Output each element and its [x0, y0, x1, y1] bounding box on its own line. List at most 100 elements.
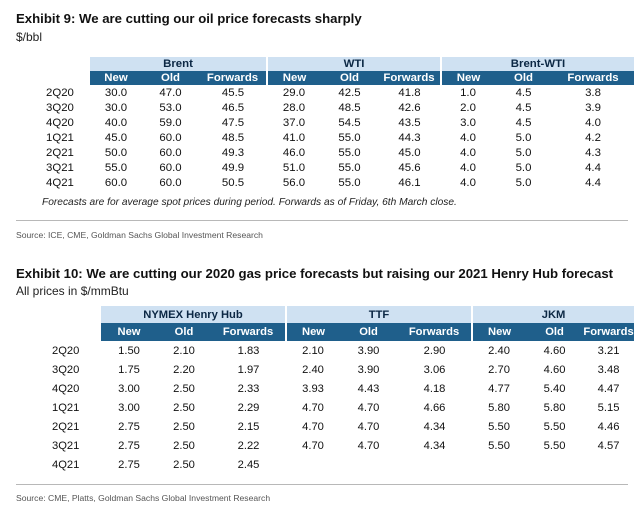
- gas-price-forecast-table: NYMEX Henry Hub TTF JKM New Old Forwards…: [46, 306, 635, 474]
- table-cell: 4.4: [585, 176, 601, 189]
- table-cell: 4.34: [423, 420, 446, 433]
- table-row: 1Q21 45.0 60.0 48.5 41.0 55.0 44.3 4.0 5.0 4.2: [40, 130, 634, 145]
- col-header-new: New: [471, 323, 527, 341]
- table-cell: 5.80: [543, 401, 566, 414]
- exhibit9-units: $/bbl: [16, 30, 43, 44]
- table-row: 2Q21 50.0 60.0 49.3 46.0 55.0 45.0 4.0 5.0 4.3: [40, 145, 634, 160]
- table-cell: 46.5: [221, 101, 245, 114]
- col-header-new: New: [90, 71, 142, 85]
- col-header-new: New: [285, 323, 341, 341]
- row-period-label: 3Q21: [52, 439, 80, 452]
- table-cell: 30.0: [104, 101, 128, 114]
- col-header-old: Old: [142, 71, 199, 85]
- table-cell: 30.0: [104, 87, 128, 99]
- table-cell: 60.0: [159, 176, 182, 189]
- table-cell: 4.70: [302, 439, 324, 452]
- table-row: 4Q21 2.75 2.50 2.45: [46, 455, 634, 474]
- table-row: 4Q20 40.0 59.0 47.5 37.0 54.5 43.5 3.0 4.5 4.0: [40, 115, 634, 130]
- table-cell: 2.50: [173, 439, 195, 452]
- table-cell: 60.0: [159, 146, 182, 159]
- divider: [16, 484, 628, 485]
- table-cell: 3.00: [118, 382, 140, 395]
- table-cell: 50.0: [104, 146, 128, 159]
- group-header-wti: WTI: [266, 57, 441, 71]
- table-cell: 2.75: [118, 458, 140, 471]
- table-cell: 2.22: [237, 439, 260, 452]
- table-cell: 2.50: [173, 382, 195, 395]
- col-header-old: Old: [157, 323, 211, 341]
- table-cell: 55.0: [338, 176, 361, 189]
- group-header-brent-wti: Brent-WTI: [439, 57, 635, 71]
- table-cell: 45.6: [398, 161, 421, 174]
- table-cell: 49.9: [221, 161, 245, 174]
- table-cell: 55.0: [104, 161, 128, 174]
- table-cell: 5.0: [515, 176, 532, 189]
- table-cell: 3.48: [597, 363, 620, 376]
- table-cell: 1.83: [237, 344, 260, 357]
- table-cell: 4.0: [460, 146, 476, 159]
- col-header-forwards: Forwards: [583, 323, 635, 341]
- table-cell: 4.46: [597, 420, 620, 433]
- table-cell: 2.0: [460, 101, 476, 114]
- table-row: 3Q21 55.0 60.0 49.9 51.0 55.0 45.6 4.0 5.0 4.4: [40, 160, 634, 175]
- table-cell: 4.43: [357, 382, 380, 395]
- table-cell: 4.3: [585, 146, 601, 159]
- table-row: 4Q21 60.0 60.0 50.5 56.0 55.0 46.1 4.0 5.0 4.4: [40, 175, 634, 190]
- table-cell: 1.50: [118, 344, 140, 357]
- row-period-label: 3Q21: [46, 161, 74, 174]
- table-cell: 4.0: [460, 161, 476, 174]
- table-cell: 28.0: [282, 101, 306, 114]
- table-cell: 49.3: [221, 146, 245, 159]
- table-cell: 4.77: [488, 382, 510, 395]
- row-period-label: 4Q20: [46, 116, 74, 129]
- table-cell: 4.0: [585, 116, 601, 129]
- row-period-label: 2Q21: [46, 146, 74, 159]
- table-cell: 47.5: [221, 116, 245, 129]
- table-cell: 53.0: [159, 101, 182, 114]
- table-cell: 42.6: [398, 101, 421, 114]
- table-cell: 46.1: [398, 176, 421, 189]
- col-header-old: Old: [526, 323, 584, 341]
- table-cell: [286, 455, 340, 474]
- oil-price-forecast-table: Brent WTI Brent-WTI New Old Forwards New…: [40, 57, 635, 190]
- table-cell: 60.0: [104, 176, 128, 189]
- table-cell: 2.45: [237, 458, 260, 471]
- table-cell: 5.50: [543, 439, 566, 452]
- table-cell: 5.40: [543, 382, 566, 395]
- table-cell: 4.57: [597, 439, 620, 452]
- header-blank: [46, 306, 101, 323]
- group-header-nymex-henry-hub: NYMEX Henry Hub: [101, 306, 287, 323]
- table-cell: 4.0: [460, 131, 476, 144]
- table-cell: 48.5: [338, 101, 361, 114]
- table-cell: 4.34: [423, 439, 446, 452]
- table-row: 3Q21 2.75 2.50 2.22 4.70 4.70 4.34 5.50 5.50 4.57: [46, 436, 634, 455]
- table-cell: 2.50: [173, 458, 195, 471]
- group-header-brent: Brent: [90, 57, 267, 71]
- row-period-label: 2Q20: [46, 87, 74, 99]
- table-cell: 5.50: [488, 420, 510, 433]
- group-header-ttf: TTF: [285, 306, 473, 323]
- row-period-label: 3Q20: [52, 363, 80, 376]
- oil-table-body: 2Q20 30.0 47.0 45.5 29.0 42.5 41.8 1.0 4.5 3.8 3Q2…: [40, 85, 634, 190]
- table-cell: 2.40: [488, 344, 510, 357]
- group-header-jkm: JKM: [471, 306, 635, 323]
- divider: [16, 220, 628, 221]
- table-cell: 5.15: [597, 401, 620, 414]
- table-cell: 4.4: [585, 161, 601, 174]
- table-cell: 37.0: [282, 116, 306, 129]
- table-cell: 54.5: [338, 116, 361, 129]
- table-cell: 45.5: [221, 87, 245, 99]
- table-cell: 40.0: [104, 116, 128, 129]
- table-cell: 4.70: [302, 420, 324, 433]
- table-cell: 3.21: [597, 344, 620, 357]
- header-blank: [40, 57, 90, 71]
- table-cell: 2.50: [173, 420, 195, 433]
- col-header-old: Old: [495, 71, 552, 85]
- table-cell: 44.3: [398, 131, 421, 144]
- table-cell: [583, 455, 634, 474]
- table-cell: 4.60: [543, 363, 566, 376]
- table-cell: 2.50: [173, 401, 195, 414]
- table-cell: 59.0: [159, 116, 182, 129]
- table-cell: 45.0: [104, 131, 128, 144]
- subheader-blank: [46, 323, 101, 341]
